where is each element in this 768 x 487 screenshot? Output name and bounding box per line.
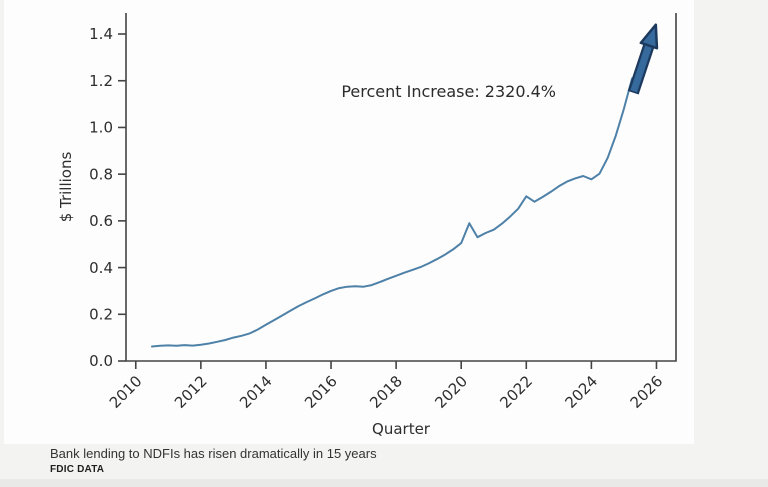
caption-source: FDIC DATA: [50, 464, 105, 475]
x-tick-label: 2014: [236, 372, 276, 412]
y-tick-label: 0.0: [89, 352, 113, 370]
x-tick-label: 2012: [171, 372, 211, 412]
x-tick-label: 2026: [627, 372, 667, 412]
chart-svg: 0.0 0.2 0.4 0.6 0.8 1.0 1.2 1.4 2010 2012 2014 2016…: [89, 13, 677, 412]
chart-figure: 0.0 0.2 0.4 0.6 0.8 1.0 1.2 1.4 2010 2012 2014 2016…: [4, 0, 694, 444]
percent-increase-annotation: Percent Increase: 2320.4%: [341, 82, 556, 101]
trend-arrow: [627, 23, 659, 95]
x-tick-label: 2016: [301, 372, 341, 412]
x-axis-label: Quarter: [372, 420, 430, 438]
y-tick-label: 1.0: [89, 119, 113, 137]
y-tick-label: 0.6: [89, 212, 113, 230]
x-tick-label: 2022: [496, 372, 536, 412]
y-tick-label: 0.2: [89, 305, 113, 323]
caption: Bank lending to NDFIs has risen dramatic…: [50, 446, 377, 475]
arrow-head: [639, 23, 659, 50]
x-tick-label: 2018: [366, 372, 406, 412]
y-tick-label: 0.4: [89, 259, 113, 277]
y-axis-ticks: 0.0 0.2 0.4 0.6 0.8 1.0 1.2 1.4: [89, 25, 126, 370]
data-line: [151, 77, 634, 348]
y-tick-label: 1.4: [89, 25, 113, 43]
caption-title: Bank lending to NDFIs has risen dramatic…: [50, 446, 377, 461]
arrow-shaft: [630, 42, 653, 93]
x-axis-ticks: 2010 2012 2014 2016 2018 2020 2022 2024 2026: [106, 361, 666, 412]
y-axis-label: $ Trillions: [57, 151, 75, 223]
axes-spines: [125, 13, 677, 362]
y-tick-label: 0.8: [89, 165, 113, 183]
x-tick-label: 2020: [431, 372, 471, 412]
x-tick-label: 2024: [561, 372, 601, 412]
x-tick-label: 2010: [106, 372, 146, 412]
bottom-strip: [0, 479, 768, 487]
y-tick-label: 1.2: [89, 72, 113, 90]
